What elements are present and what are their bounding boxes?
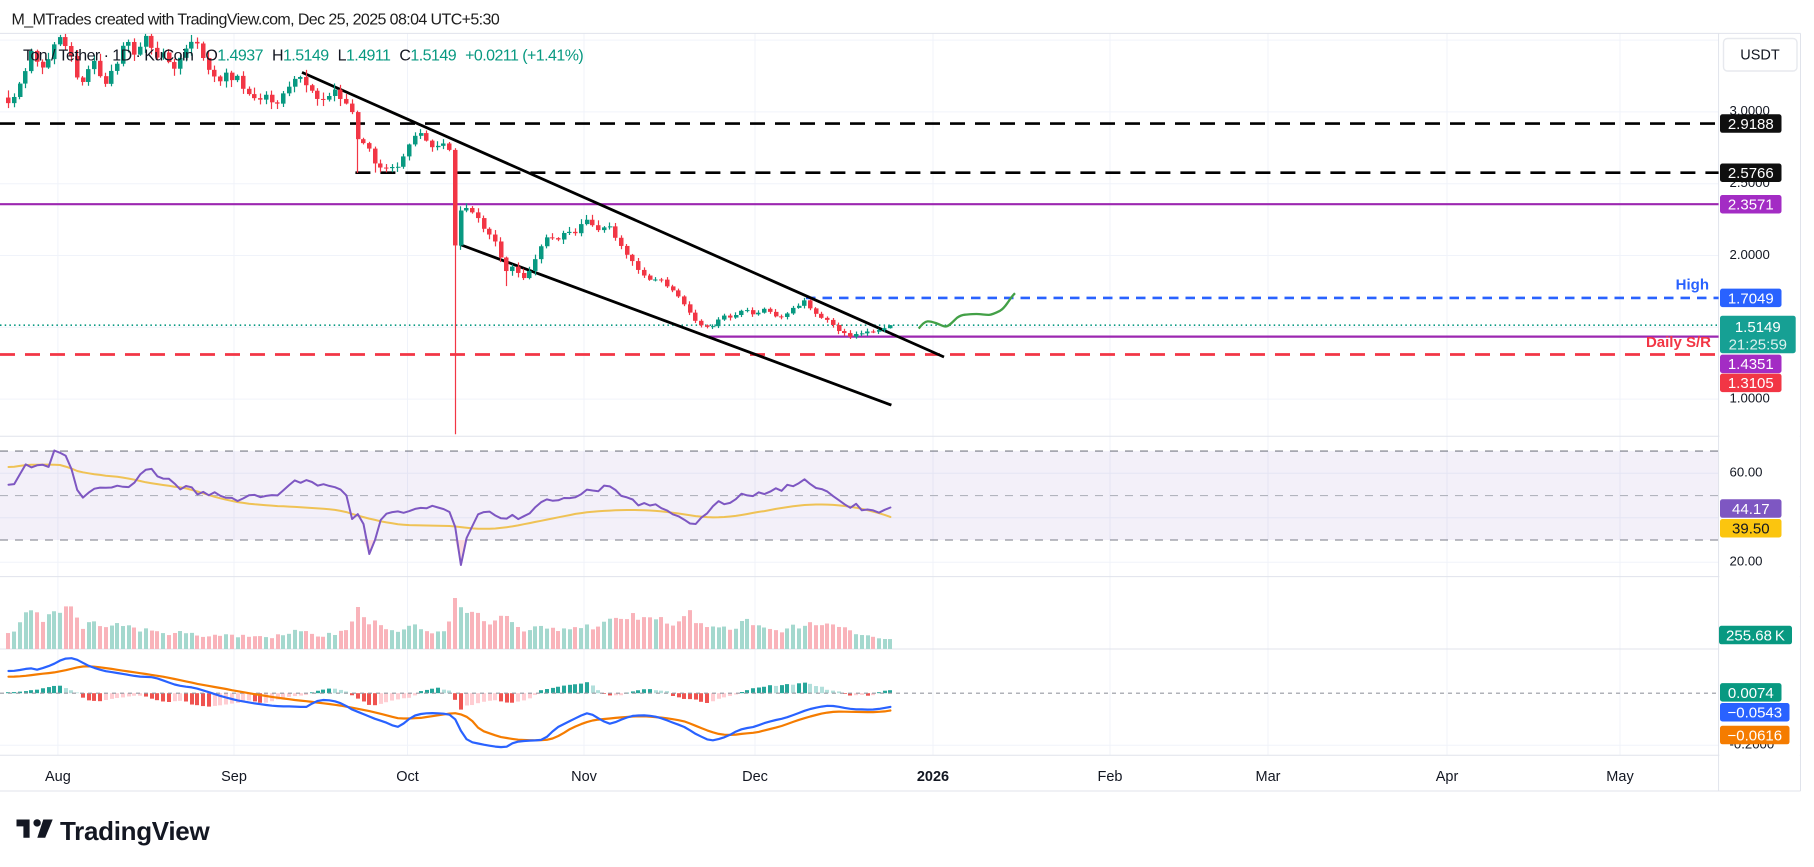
svg-text:Nov: Nov [571,769,598,785]
svg-text:May: May [1606,769,1634,785]
svg-text:M_MTrades created with Trading: M_MTrades created with TradingView.com, … [12,12,500,29]
svg-text:44.17: 44.17 [1732,501,1770,518]
svg-text:1.0000: 1.0000 [1730,390,1770,405]
svg-text:High: High [1676,277,1709,294]
svg-text:2.3571: 2.3571 [1728,197,1774,214]
svg-text:2.9188: 2.9188 [1728,116,1774,133]
svg-text:2026: 2026 [917,769,949,785]
svg-text:0.0074: 0.0074 [1728,685,1774,702]
svg-text:1.7049: 1.7049 [1728,290,1774,307]
svg-text:1.3105: 1.3105 [1728,375,1774,392]
svg-text:−0.0543: −0.0543 [1727,705,1782,722]
svg-text:Apr: Apr [1436,769,1459,785]
svg-text:−0.0616: −0.0616 [1727,727,1782,744]
svg-text:60.00: 60.00 [1730,465,1763,480]
svg-text:Sep: Sep [221,769,247,785]
svg-text:USDT: USDT [1740,48,1780,64]
svg-text:Feb: Feb [1098,769,1123,785]
svg-text:20.00: 20.00 [1730,554,1763,569]
svg-text:2.5766: 2.5766 [1728,165,1774,182]
svg-text:39.50: 39.50 [1732,521,1770,538]
svg-text:Daily S/R: Daily S/R [1646,334,1711,351]
svg-text:Aug: Aug [45,769,71,785]
svg-text:Mar: Mar [1256,769,1281,785]
svg-text:1.4351: 1.4351 [1728,356,1774,373]
svg-text:2.0000: 2.0000 [1730,247,1770,262]
svg-text:255.68 K: 255.68 K [1726,627,1785,644]
svg-text:Oct: Oct [396,769,419,785]
svg-text:TradingView: TradingView [60,816,210,846]
svg-text:Dec: Dec [742,769,768,785]
svg-text:21:25:59: 21:25:59 [1729,336,1787,353]
svg-text:1.5149: 1.5149 [1735,319,1781,336]
